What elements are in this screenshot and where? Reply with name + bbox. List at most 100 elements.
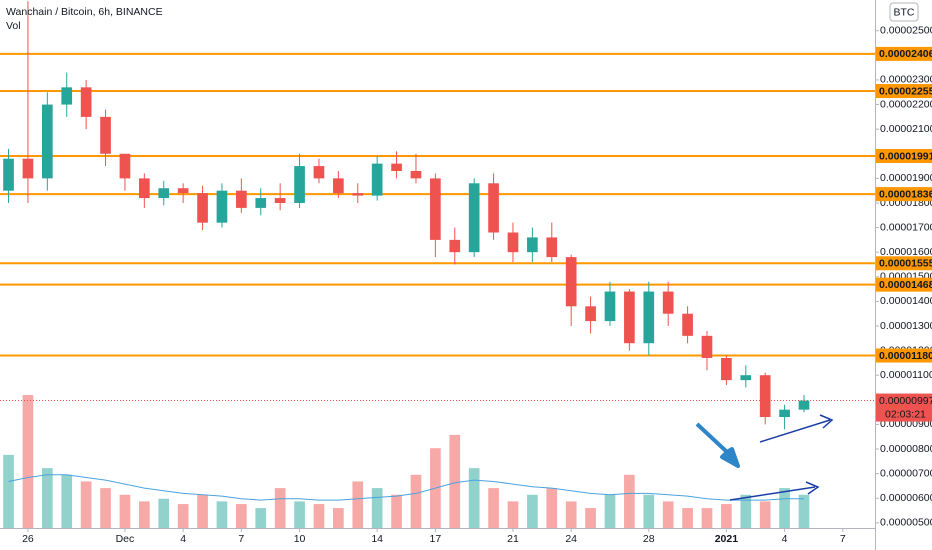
volume-bar <box>624 474 635 528</box>
volume-bar <box>177 504 189 528</box>
trend-arrow <box>759 419 831 443</box>
level-label-box <box>876 148 932 163</box>
chart-title: Wanchain / Bitcoin, 6h, BINANCE <box>6 6 163 18</box>
candle-body <box>662 291 674 314</box>
y-tick-label: 0.00001400 <box>880 295 932 307</box>
candle-body <box>236 190 247 208</box>
x-tick-label: 26 <box>22 533 34 545</box>
countdown-label: 02:03:21 <box>885 408 926 420</box>
level-label: 0.00002406 <box>879 48 932 60</box>
volume-bar <box>371 488 383 528</box>
y-tick-label: 0.00000800 <box>880 443 932 455</box>
y-tick-label: 0.00002200 <box>880 98 932 110</box>
level-label-box <box>876 46 932 61</box>
volume-bar <box>740 494 752 528</box>
candle-body <box>100 116 111 154</box>
volume-bar <box>546 488 558 528</box>
volume-bar <box>139 501 150 528</box>
volume-bar <box>779 488 790 528</box>
pointer-arrow <box>695 422 740 468</box>
level-label: 0.00001180 <box>879 350 932 362</box>
volume-bar <box>80 481 92 528</box>
x-tick-label: 2021 <box>715 533 739 545</box>
candle-body <box>352 193 364 196</box>
candle-body <box>721 357 732 381</box>
candle-body <box>585 306 596 322</box>
volume-bar <box>197 494 208 528</box>
volume-bar <box>662 501 674 528</box>
volume-bar <box>61 474 73 528</box>
volume-bar <box>3 454 14 528</box>
x-tick-label: 4 <box>180 533 186 545</box>
volume-bar <box>119 494 131 528</box>
price-label-box <box>876 393 932 422</box>
volume-bar <box>565 501 577 528</box>
candle-body <box>527 237 538 253</box>
y-tick-label: 0.00001900 <box>880 172 932 184</box>
candle-body <box>158 188 170 199</box>
currency-button[interactable] <box>889 2 919 22</box>
x-tick-label: Dec <box>116 533 135 545</box>
candle-body <box>3 158 14 191</box>
x-tick-label: 7 <box>238 533 244 545</box>
price-label: 0.00000997 <box>879 395 932 407</box>
candle-body <box>22 158 34 179</box>
y-tick-label: 0.00001100 <box>880 369 932 381</box>
level-label-box <box>876 256 932 271</box>
candle-body <box>274 198 286 203</box>
candle-body <box>488 183 499 233</box>
candle-body <box>177 188 189 194</box>
candle-body <box>604 291 616 322</box>
volume-bar <box>236 504 247 528</box>
candle-body <box>624 291 635 344</box>
level-label-box <box>876 187 932 202</box>
x-tick-label: 24 <box>565 533 577 545</box>
volume-bar <box>759 501 771 528</box>
x-tick-label: 7 <box>840 533 846 545</box>
candle-body <box>779 409 790 418</box>
candle-body <box>216 190 228 223</box>
y-tick-label: 0.00002100 <box>880 123 932 135</box>
volume-bar <box>488 488 499 528</box>
y-tick-label: 0.00001600 <box>880 246 932 258</box>
candle-body <box>682 313 693 336</box>
y-tick-label: 0.00001300 <box>880 320 932 332</box>
candle-body <box>61 87 73 105</box>
volume-bar <box>158 498 170 528</box>
candle-body <box>391 163 402 171</box>
candle-body <box>255 198 267 208</box>
level-label-box <box>876 84 932 99</box>
y-tick-label: 0.00002500 <box>880 25 932 37</box>
candle-body <box>333 178 344 194</box>
level-label: 0.00001991 <box>879 150 932 162</box>
volume-bar <box>100 488 111 528</box>
candle-body <box>410 170 422 179</box>
y-tick-label: 0.00000700 <box>880 467 932 479</box>
volume-bar <box>682 508 693 528</box>
candle-body <box>371 163 383 196</box>
candle-body <box>701 335 713 358</box>
candle-body <box>565 257 577 307</box>
x-tick-label: 10 <box>294 533 306 545</box>
volume-bar <box>798 494 810 528</box>
volume-bar <box>294 501 305 528</box>
volume-bar <box>410 474 422 528</box>
level-label: 0.00001468 <box>879 279 932 291</box>
plot <box>0 1 875 528</box>
x-tick-label: 17 <box>430 533 442 545</box>
candle-body <box>42 104 53 179</box>
y-tick-label: 0.00001700 <box>880 221 932 233</box>
x-tick-label: 14 <box>371 533 383 545</box>
volume-bar <box>721 504 732 528</box>
candle-body <box>468 183 480 253</box>
currency-button-label[interactable]: BTC <box>894 6 915 18</box>
volume-bar <box>507 501 519 528</box>
y-tick-label: 0.00002300 <box>880 74 932 86</box>
volume-bar <box>643 494 655 528</box>
candle-body <box>313 166 325 179</box>
candle-body <box>139 178 150 199</box>
level-label: 0.00002255 <box>879 85 932 97</box>
volume-bar <box>527 494 538 528</box>
volume-label: Vol <box>6 20 21 32</box>
